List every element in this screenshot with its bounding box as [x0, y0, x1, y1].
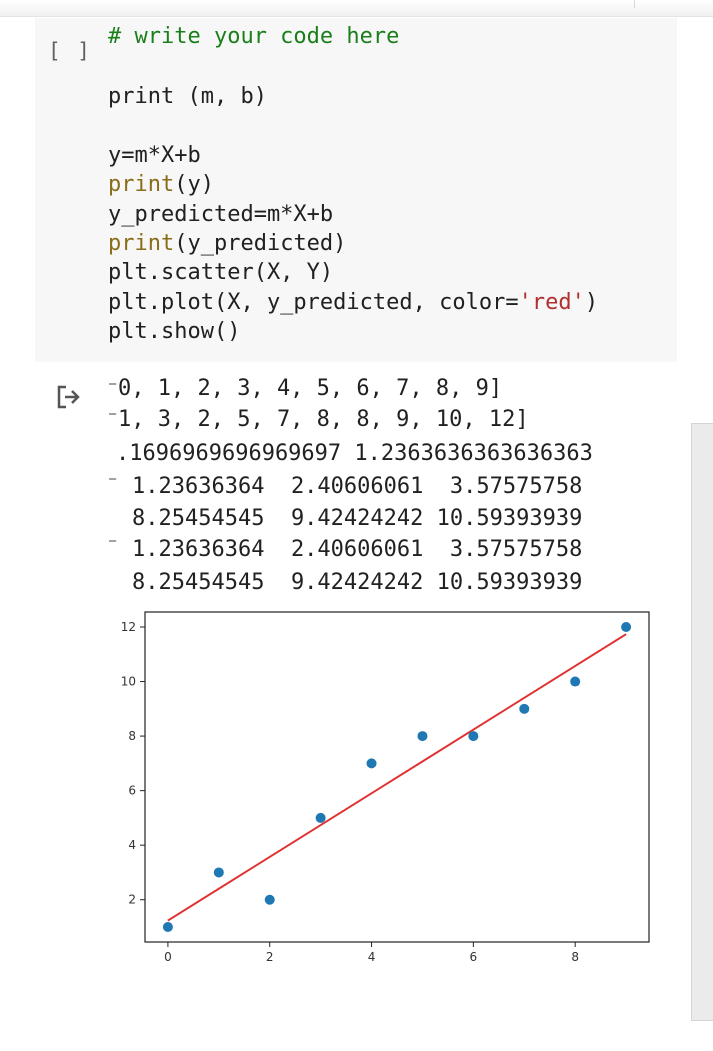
- data-point: [417, 731, 428, 742]
- data-point: [366, 758, 377, 769]
- output-line: 0, 1, 2, 3, 4, 5, 6, 7, 8, 9]: [118, 376, 503, 401]
- code-cell[interactable]: [35, 18, 677, 362]
- data-point: [162, 922, 173, 932]
- clipped-text-mark: ⁻: [106, 533, 120, 558]
- y-tick-label: 6: [128, 784, 136, 798]
- run-cell-button[interactable]: [ ]: [48, 39, 92, 63]
- code-token: print: [108, 172, 175, 197]
- toolbar-divider: [634, 0, 635, 8]
- clipped-text-mark: ⁻: [106, 406, 120, 431]
- code-token: ): [584, 290, 599, 315]
- data-point: [213, 867, 224, 878]
- code-line[interactable]: print (m, b): [108, 84, 267, 109]
- data-point: [621, 622, 632, 632]
- top-toolbar-edge: [0, 0, 713, 17]
- code-token: 'red': [518, 290, 585, 315]
- code-comment-line[interactable]: # write your code here: [108, 24, 400, 49]
- clipped-text-mark: ⁻: [106, 471, 120, 496]
- x-tick-label: 0: [164, 950, 172, 964]
- code-line[interactable]: plt.scatter(X, Y): [108, 260, 334, 285]
- data-point: [519, 703, 530, 714]
- y-tick-label: 8: [128, 729, 136, 743]
- data-point: [315, 812, 326, 823]
- code-line[interactable]: y=m*X+b: [108, 143, 201, 168]
- x-tick-label: 6: [470, 950, 478, 964]
- data-point: [264, 894, 275, 905]
- y-tick-label: 2: [128, 893, 136, 907]
- y-tick-label: 12: [121, 620, 136, 634]
- code-line[interactable]: print(y_predicted): [108, 233, 346, 255]
- x-tick-label: 4: [368, 950, 376, 964]
- scatter-plot: 0 2 4 6 8 2 4 6 8 10 12: [121, 611, 650, 964]
- code-token: plt.plot(X, y_predicted, color=: [108, 290, 519, 315]
- output-line: 1.23636364 2.40606061 3.57575758: [132, 537, 583, 562]
- y-tick-label: 4: [128, 838, 136, 852]
- output-line: .1696969696969697 1.2363636363636363: [116, 441, 593, 466]
- regression-line: [167, 633, 627, 922]
- output-line: 1.23636364 2.40606061 3.57575758: [132, 474, 583, 499]
- code-token: (y_predicted): [174, 231, 347, 256]
- code-line[interactable]: y_predicted=m*X+b: [108, 202, 334, 227]
- data-point: [570, 676, 581, 687]
- code-line[interactable]: plt.show(): [108, 319, 241, 344]
- output-line: 1, 3, 2, 5, 7, 8, 8, 9, 10, 12]: [118, 407, 529, 432]
- x-tick-label: 2: [266, 950, 274, 964]
- x-tick-label: 8: [571, 950, 579, 964]
- y-tick-label: 10: [121, 675, 136, 689]
- output-redirect-icon[interactable]: [56, 384, 82, 410]
- output-scrollbar[interactable]: [691, 423, 713, 1021]
- data-point: [468, 731, 479, 742]
- code-token: (y): [174, 172, 214, 197]
- clipped-text-mark: ⁻: [106, 376, 120, 401]
- code-line[interactable]: print(y): [108, 174, 214, 196]
- code-token: print: [108, 231, 175, 256]
- code-line[interactable]: plt.plot(X, y_predicted, color='red'): [108, 292, 598, 314]
- output-line: 8.25454545 9.42424242 10.59393939: [132, 570, 583, 595]
- output-line: 8.25454545 9.42424242 10.59393939: [132, 506, 583, 531]
